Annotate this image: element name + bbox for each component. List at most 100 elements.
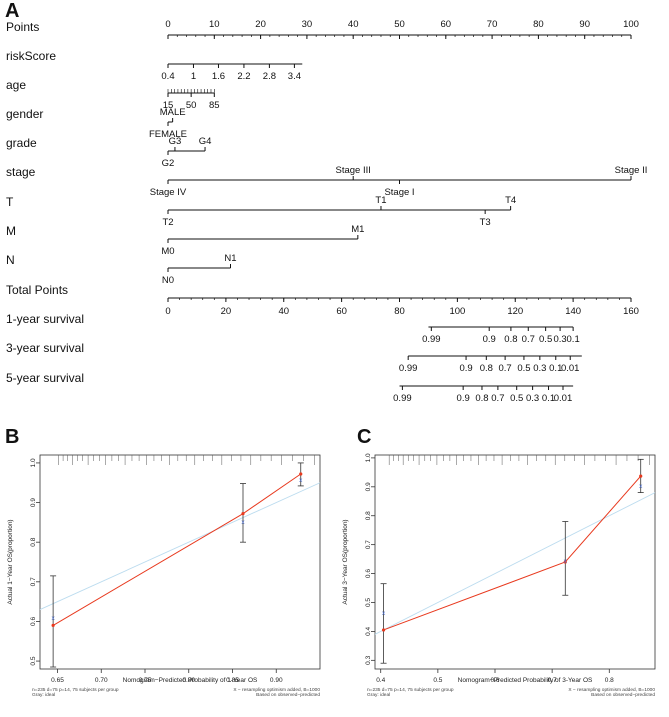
tick-label-m: M1	[351, 224, 364, 235]
tick-label-n: N0	[162, 275, 174, 286]
tick-label-5-year-survival: 0.1	[542, 393, 555, 404]
corrected-point: x	[564, 558, 568, 565]
tick-label-grade: G2	[162, 158, 175, 169]
footnote-right: X − resampling optimism added, B=1000	[233, 687, 320, 693]
x-tick-label: 0.4	[376, 677, 385, 684]
tick-label-1-year-survival: 0.8	[504, 334, 517, 345]
corrected-point: x	[52, 615, 56, 622]
tick-label-total-points: 120	[507, 306, 523, 317]
tick-label-riskscore: 2.8	[263, 71, 276, 82]
tick-label-t: T1	[375, 195, 386, 206]
panel-label-a: A	[5, 0, 20, 22]
y-tick-label: 1.0	[365, 453, 372, 462]
tick-label-total-points: 0	[165, 306, 170, 317]
y-tick-label: 0.8	[365, 511, 372, 520]
y-tick-label: 1.0	[30, 458, 37, 467]
tick-label-5-year-survival: 0.5	[510, 393, 523, 404]
y-tick-label: 0.7	[30, 577, 37, 586]
tick-label-3-year-survival: 0.99	[399, 363, 418, 374]
y-tick-label: 0.4	[365, 627, 372, 636]
tick-label-age: 50	[186, 100, 197, 111]
tick-label-grade: G4	[199, 136, 212, 147]
tick-label-5-year-survival: 0.3	[526, 393, 539, 404]
nomogram-chart: Points 0 10 20 30 40 50 60 70 80 90 100riskScore0.4…	[6, 19, 647, 404]
plot-frame	[374, 454, 656, 670]
row-label-riskscore: riskScore	[6, 49, 56, 63]
tick-label-total-points: 80	[394, 306, 405, 317]
tick-label-grade: G3	[169, 136, 182, 147]
row-label-gender: gender	[6, 107, 43, 121]
tick-label-5-year-survival: 0.01	[554, 393, 573, 404]
y-tick-label: 0.9	[365, 482, 372, 491]
observed-point	[639, 474, 643, 478]
ideal-line	[39, 482, 321, 610]
observed-point	[51, 623, 55, 628]
tick-label-stage: Stage III	[336, 165, 371, 176]
panel-label-b: B	[5, 426, 20, 448]
tick-label-3-year-survival: 0.3	[533, 363, 546, 374]
row-label-t: T	[6, 195, 14, 209]
y-axis-label: Actual 3−Year OS(proportion)	[342, 519, 349, 604]
ideal-line	[374, 492, 656, 635]
tick-label-1-year-survival: 0.9	[483, 334, 496, 345]
x-tick-label: 0.70	[95, 677, 108, 684]
y-tick-label: 0.6	[30, 617, 37, 626]
tick-label-3-year-survival: 0.8	[480, 363, 493, 374]
corrected-point: x	[382, 610, 386, 617]
tick-label-points: 10	[209, 19, 220, 30]
observed-point	[241, 512, 245, 516]
tick-label-1-year-survival: 0.3	[553, 334, 566, 345]
row-label-3-year-survival: 3-year survival	[6, 341, 84, 355]
tick-label-points: 0	[165, 19, 170, 30]
tick-label-points: 90	[579, 19, 590, 30]
tick-label-total-points: 160	[623, 306, 639, 317]
row-label-5-year-survival: 5-year survival	[6, 371, 84, 385]
tick-label-1-year-survival: 0.5	[539, 334, 552, 345]
tick-label-points: 100	[623, 19, 639, 30]
tick-label-gender: FEMALE	[149, 129, 187, 140]
row-label-1-year-survival: 1-year survival	[6, 312, 84, 326]
tick-label-3-year-survival: 0.9	[459, 363, 472, 374]
x-tick-label: 0.6	[490, 677, 499, 684]
y-tick-label: 0.8	[30, 537, 37, 546]
corrected-point: x	[241, 519, 245, 526]
tick-label-points: 40	[348, 19, 359, 30]
tick-label-t: T3	[480, 217, 491, 228]
tick-label-5-year-survival: 0.9	[457, 393, 470, 404]
panel-label-c: C	[357, 426, 372, 448]
tick-label-5-year-survival: 0.7	[491, 393, 504, 404]
x-tick-label: 0.90	[270, 677, 283, 684]
tick-label-riskscore: 1.6	[212, 71, 225, 82]
tick-label-1-year-survival: 0.1	[567, 334, 580, 345]
tick-label-5-year-survival: 0.8	[475, 393, 488, 404]
tick-label-n: N1	[224, 253, 236, 264]
footnote-left: n=235 d=75 p=14, 75 subjects per group	[367, 687, 454, 693]
tick-label-1-year-survival: 0.7	[522, 334, 535, 345]
tick-label-m: M0	[161, 246, 174, 257]
tick-label-riskscore: 0.4	[161, 71, 174, 82]
tick-label-3-year-survival: 0.01	[561, 363, 580, 374]
y-tick-label: 0.6	[365, 569, 372, 578]
tick-label-points: 20	[255, 19, 266, 30]
row-label-n: N	[6, 253, 15, 267]
tick-label-riskscore: 2.2	[237, 71, 250, 82]
observed-line	[383, 475, 642, 631]
row-label-stage: stage	[6, 165, 36, 179]
observed-point	[563, 560, 567, 564]
tick-label-stage: Stage IV	[150, 187, 187, 198]
x-axis-label: Nomogram−Predicted Probability of 3-Year…	[458, 677, 593, 684]
tick-label-age: 15	[163, 100, 174, 111]
tick-label-stage: Stage I	[384, 187, 414, 198]
footnote-left: Gray: ideal	[32, 692, 55, 698]
tick-label-total-points: 60	[336, 306, 347, 317]
tick-label-points: 80	[533, 19, 544, 30]
footnote-right: Based on observed−predicted	[256, 692, 320, 698]
tick-label-3-year-survival: 0.5	[517, 363, 530, 374]
row-label-points: Points	[6, 20, 39, 34]
x-tick-label: 0.5	[433, 677, 442, 684]
tick-label-points: 50	[394, 19, 405, 30]
tick-label-t: T2	[162, 217, 173, 228]
x-tick-label: 0.75	[139, 677, 152, 684]
x-axis-label: Nomogram−Predicted Probability of 1-Year…	[123, 677, 258, 684]
y-tick-label: 0.9	[30, 498, 37, 507]
